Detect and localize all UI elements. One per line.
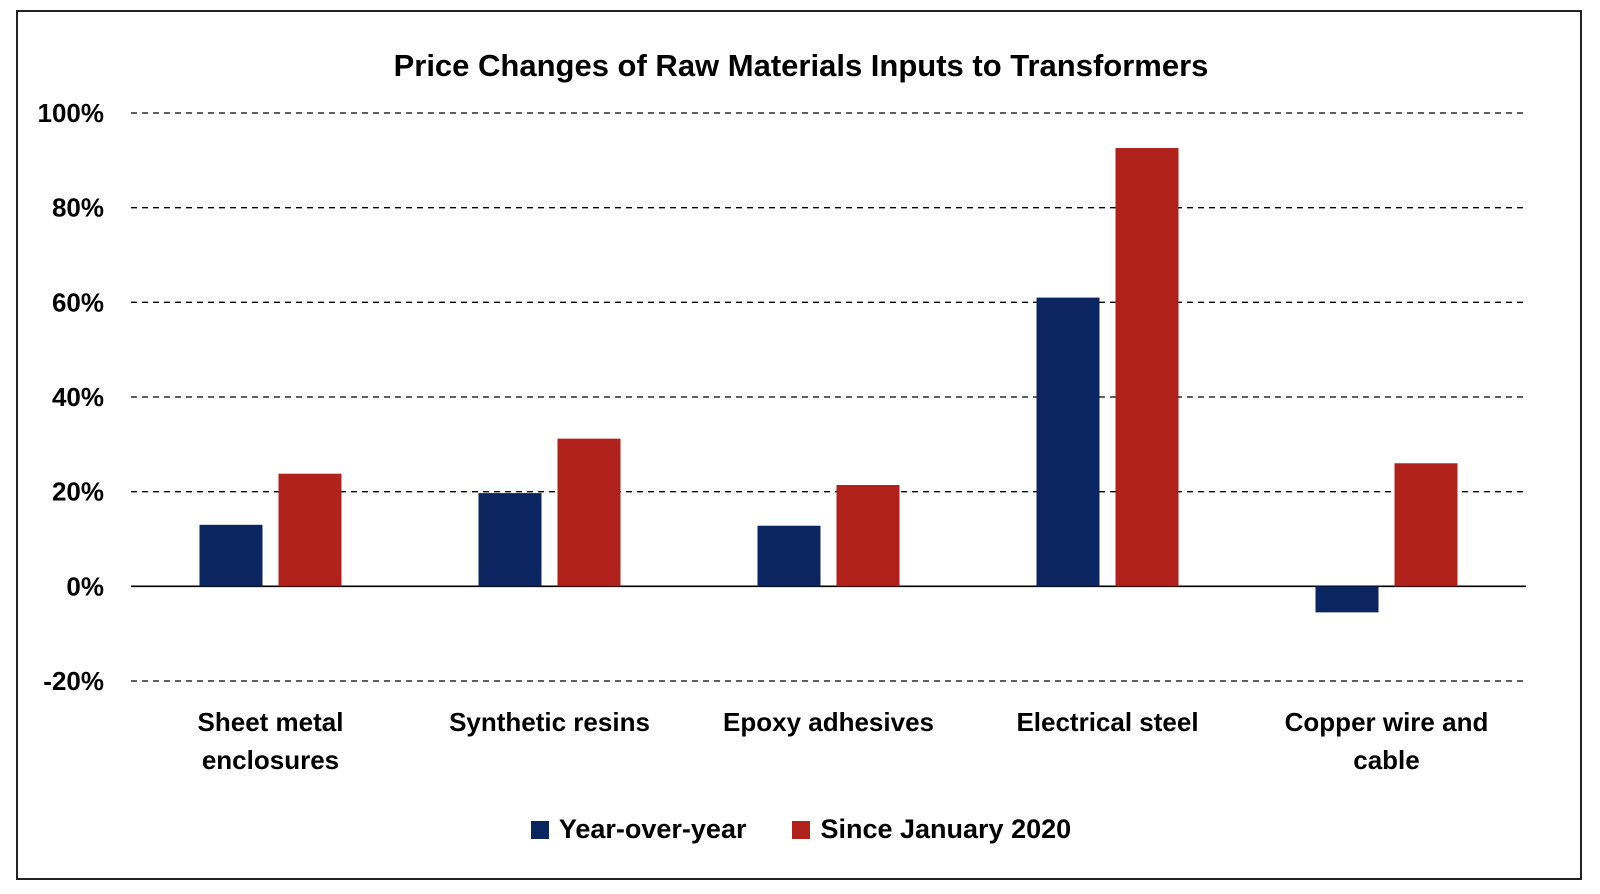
bar-year-over-year: [199, 524, 263, 587]
x-category-label: enclosures: [202, 745, 339, 775]
bar-since-january-2020: [278, 473, 342, 587]
y-tick-label: 40%: [52, 382, 104, 412]
legend-item-since-january-2020: Since January 2020: [792, 814, 1071, 845]
x-category-label: cable: [1353, 745, 1420, 775]
legend-item-year-over-year: Year-over-year: [530, 814, 747, 845]
x-category-label: Synthetic resins: [449, 707, 650, 737]
legend-label-year-over-year: Year-over-year: [558, 814, 747, 844]
chart-frame: Price Changes of Raw Materials Inputs to…: [16, 10, 1582, 880]
bar-since-january-2020: [557, 438, 621, 587]
chart-title: Price Changes of Raw Materials Inputs to…: [393, 48, 1209, 83]
bar-chart-plot: 100% 80% 60% 40% 20% 0% -20% Sheet metal enclosu…: [38, 98, 1526, 775]
bar-year-over-year: [1036, 297, 1100, 587]
bar-year-over-year: [478, 493, 542, 587]
x-category-label: Copper wire and: [1285, 707, 1489, 737]
bar-year-over-year: [1315, 586, 1379, 613]
y-tick-label: 0%: [66, 571, 104, 601]
legend-swatch-since-january-2020: [792, 820, 811, 839]
y-tick-label: 80%: [52, 193, 104, 223]
bar-since-january-2020: [1394, 463, 1458, 587]
bar-year-over-year: [757, 525, 821, 587]
y-tick-label: -20%: [43, 666, 104, 696]
x-category-label: Epoxy adhesives: [723, 707, 934, 737]
legend-swatch-year-over-year: [530, 820, 549, 839]
x-category-label: Electrical steel: [1016, 707, 1198, 737]
bar-since-january-2020: [836, 485, 900, 587]
legend-label-since-january-2020: Since January 2020: [820, 814, 1072, 844]
x-category-label: Sheet metal: [198, 707, 344, 737]
y-tick-label: 60%: [52, 287, 104, 317]
legend: Year-over-year Since January 2020: [18, 814, 1584, 845]
y-tick-label: 100%: [38, 98, 105, 128]
bar-since-january-2020: [1115, 148, 1179, 587]
y-tick-label: 20%: [52, 477, 104, 507]
